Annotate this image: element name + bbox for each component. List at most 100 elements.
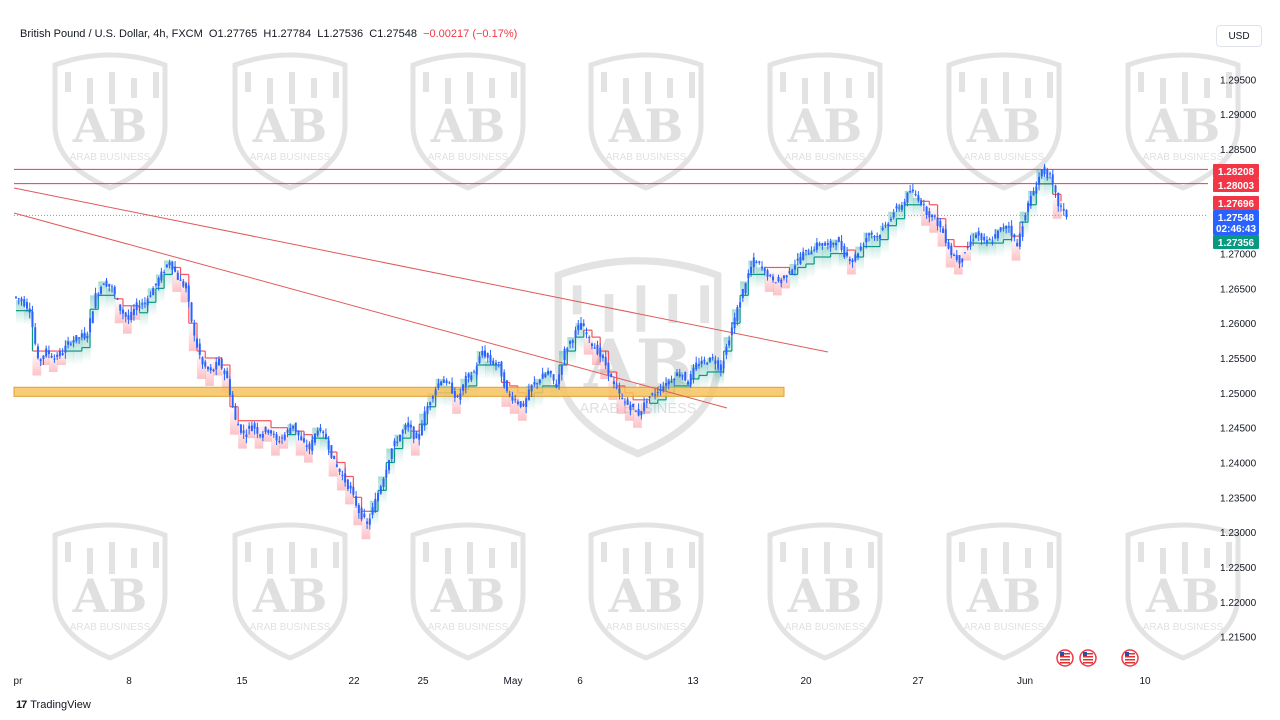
candle-body xyxy=(89,318,92,333)
y-tick-label: 1.24000 xyxy=(1220,459,1257,470)
candle-body xyxy=(607,362,610,376)
shield-icon xyxy=(588,522,704,661)
band-fill xyxy=(1052,194,1062,219)
candle-body xyxy=(813,249,816,251)
candle-icon xyxy=(65,72,71,92)
candle-body xyxy=(333,455,336,460)
us-flag-icon xyxy=(1079,649,1097,667)
drawing-layer xyxy=(13,168,1208,409)
candle-body xyxy=(146,298,149,306)
x-tick-label: 13 xyxy=(687,676,699,687)
symbol-name: British Pound / U.S. Dollar, 4h, FXCM xyxy=(20,28,203,40)
candle-body xyxy=(560,365,563,375)
candle-body xyxy=(563,348,566,361)
shield-icon xyxy=(946,52,1062,191)
candle-icon xyxy=(245,542,251,562)
candle-body xyxy=(552,374,555,381)
candle-body xyxy=(349,485,352,489)
candle-body xyxy=(431,396,434,399)
candle-body xyxy=(108,283,111,287)
band-fill xyxy=(912,197,922,219)
candle-icon xyxy=(868,72,874,98)
candle-body xyxy=(56,354,59,357)
candle-icon xyxy=(824,72,830,104)
candle-body xyxy=(944,229,947,243)
candle-body xyxy=(366,521,369,524)
band-fill xyxy=(715,368,725,386)
candle-body xyxy=(437,383,440,388)
candle-icon xyxy=(1226,72,1232,98)
candle-body xyxy=(936,217,939,227)
candle-body xyxy=(53,358,56,360)
candle-body xyxy=(796,258,799,261)
close-value: 1.27548 xyxy=(377,28,417,40)
watermark-text: ARAB BUSINESS xyxy=(250,152,331,163)
flag-stripe xyxy=(1125,662,1135,664)
candle-body xyxy=(1027,202,1030,212)
candle-body xyxy=(360,508,363,520)
candle-body xyxy=(297,430,300,436)
candle-body xyxy=(741,289,744,298)
candle-icon xyxy=(467,72,473,104)
candle-body xyxy=(379,486,382,494)
tradingview-logo[interactable]: 17 TradingView xyxy=(16,699,91,711)
currency-button[interactable]: USD xyxy=(1216,25,1262,47)
low-label: L xyxy=(317,28,324,40)
candle-body xyxy=(154,283,157,286)
candle-body xyxy=(25,302,28,309)
band-fill xyxy=(847,250,856,275)
candle-body xyxy=(697,363,700,366)
candle-body xyxy=(1049,173,1052,175)
candle-body xyxy=(610,373,613,378)
candle-body xyxy=(45,348,48,357)
candle-body xyxy=(377,493,380,502)
flag-canton xyxy=(1060,652,1064,656)
candle-body xyxy=(895,206,898,209)
band-fill xyxy=(509,385,519,414)
candle-icon xyxy=(1160,548,1166,574)
band-fill xyxy=(345,476,354,505)
candle-icon xyxy=(445,78,451,104)
watermark-monogram: AB xyxy=(966,569,1042,623)
band-fill xyxy=(855,246,865,272)
candle-body xyxy=(390,448,393,460)
candle-body xyxy=(911,189,914,192)
price-tag-countdown: 02:46:43 xyxy=(1216,224,1256,235)
candle-icon xyxy=(489,548,495,568)
candle-body xyxy=(615,386,618,388)
watermark-monogram: AB xyxy=(787,569,863,623)
candle-body xyxy=(143,302,146,304)
candle-body xyxy=(289,428,292,434)
band-fill xyxy=(954,246,963,275)
candle-body xyxy=(846,252,849,256)
candle-body xyxy=(898,207,901,209)
candle-body xyxy=(782,275,785,279)
band-fill xyxy=(295,431,305,456)
candle-body xyxy=(481,351,484,356)
candle-body xyxy=(826,243,829,246)
candle-body xyxy=(231,394,234,407)
candle-body xyxy=(706,363,709,365)
band-fill xyxy=(336,462,346,491)
candle-icon xyxy=(689,542,695,568)
candle-body xyxy=(549,370,552,374)
candle-body xyxy=(292,425,295,429)
candle-body xyxy=(569,341,572,344)
flag-canton xyxy=(1125,652,1129,656)
candle-body xyxy=(492,360,495,365)
candle-body xyxy=(174,266,177,272)
candle-body xyxy=(870,232,873,235)
candle-body xyxy=(264,426,267,433)
candle-body xyxy=(426,406,429,414)
candle-body xyxy=(728,340,731,346)
candle-body xyxy=(94,293,97,308)
candle-body xyxy=(1002,227,1005,230)
candle-body xyxy=(404,425,407,430)
candle-body xyxy=(692,367,695,379)
